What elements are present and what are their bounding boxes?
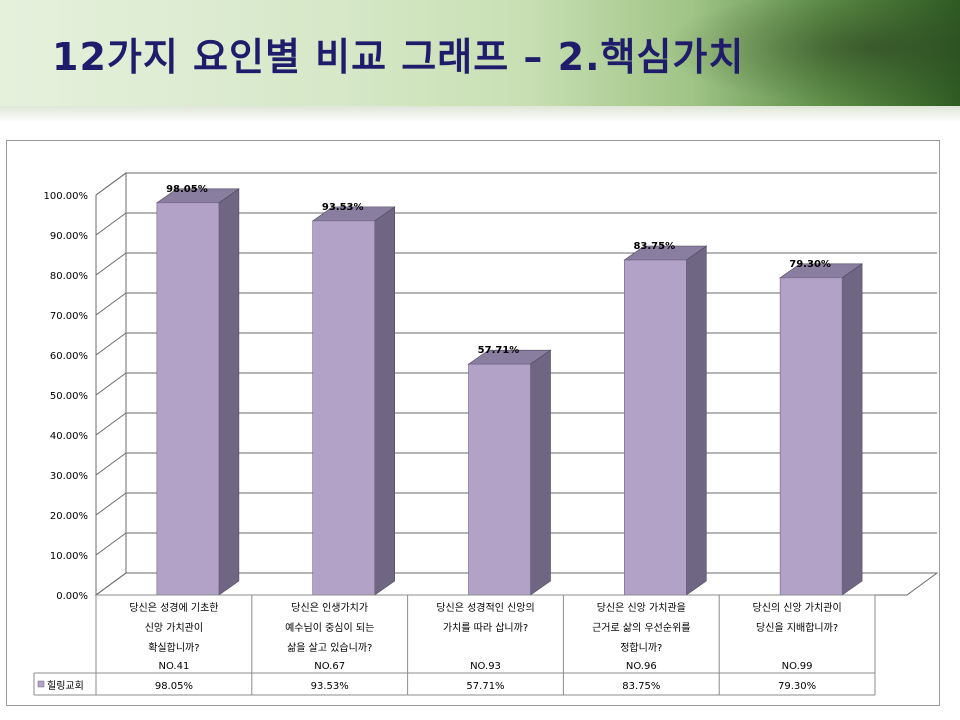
y-tick-label: 40.00% (50, 431, 88, 442)
data-label: 79.30% (789, 259, 831, 270)
bar-side (374, 206, 396, 596)
bar (468, 363, 531, 596)
x-tick-label: 당신은 신앙 가치관을 (597, 602, 686, 614)
question-number: NO.99 (782, 661, 813, 672)
y-tick-label: 50.00% (50, 391, 88, 402)
x-tick-label: 정합니까? (620, 642, 662, 654)
x-tick-label: 근거로 삶의 우선순위를 (592, 621, 690, 634)
question-number: NO.41 (158, 661, 189, 672)
bar-side (841, 263, 863, 596)
data-label: 83.75% (633, 241, 675, 252)
y-tick-label: 60.00% (50, 351, 88, 362)
bar (156, 202, 220, 596)
gridline (95, 172, 937, 196)
table-value: 98.05% (155, 681, 193, 692)
x-tick-label: 당신의 신앙 가치관이 (753, 602, 842, 614)
banner-stethoscope-decoration (660, 0, 960, 106)
y-tick-label: 80.00% (50, 271, 88, 282)
legend-label: 힐링교회 (47, 679, 84, 692)
table-value: 93.53% (311, 681, 349, 692)
legend-swatch (37, 680, 45, 688)
y-tick-label: 0.00% (56, 591, 88, 602)
y-tick-label: 30.00% (50, 471, 88, 482)
y-tick-label: 100.00% (44, 191, 89, 202)
chart-frame: 0.00% 10.00% 20.00% 30.00% 40.00% 50.00% 60.00… (6, 140, 940, 706)
x-tick-label: 당신을 지배합니까? (756, 622, 838, 634)
x-tick-label: 당신은 인생가치가 (291, 602, 368, 614)
question-number: NO.93 (470, 661, 501, 672)
bar-side (218, 188, 240, 596)
question-number: NO.67 (314, 661, 345, 672)
bar-side (685, 245, 707, 596)
table-value: 79.30% (778, 681, 816, 692)
bar-side (530, 349, 551, 596)
bar (623, 259, 687, 596)
table-value: 83.75% (622, 681, 660, 692)
y-tick-label: 20.00% (50, 511, 88, 522)
x-tick-label: 확실합니까? (148, 642, 199, 654)
data-label: 57.71% (478, 345, 520, 356)
question-number: NO.96 (626, 661, 657, 672)
x-tick-label: 당신은 성경에 기초한 (129, 601, 218, 614)
gridline (95, 212, 937, 236)
x-tick-label: 당신은 성경적인 신앙의 (436, 601, 534, 614)
x-tick-label: 가치를 따라 삽니까? (443, 622, 528, 634)
data-label: 98.05% (166, 184, 208, 195)
x-tick-label: 신앙 가치관이 (145, 622, 203, 634)
slide-title: 12가지 요인별 비교 그래프 – 2.핵심가치 (52, 35, 745, 79)
banner-divider (0, 106, 960, 122)
bar-chart: 0.00% 10.00% 20.00% 30.00% 40.00% 50.00% 60.00… (33, 172, 939, 696)
y-tick-label: 90.00% (50, 231, 88, 242)
x-tick-label: 예수님이 중심이 되는 (285, 622, 374, 634)
table-value: 57.71% (466, 681, 504, 692)
bar (312, 220, 376, 596)
x-tick-label: 삶을 살고 있습니까? (287, 642, 372, 654)
data-label: 93.53% (322, 202, 364, 213)
bar (779, 277, 843, 596)
title-banner (0, 0, 960, 106)
y-tick-label: 10.00% (50, 551, 88, 562)
y-tick-label: 70.00% (50, 311, 88, 322)
